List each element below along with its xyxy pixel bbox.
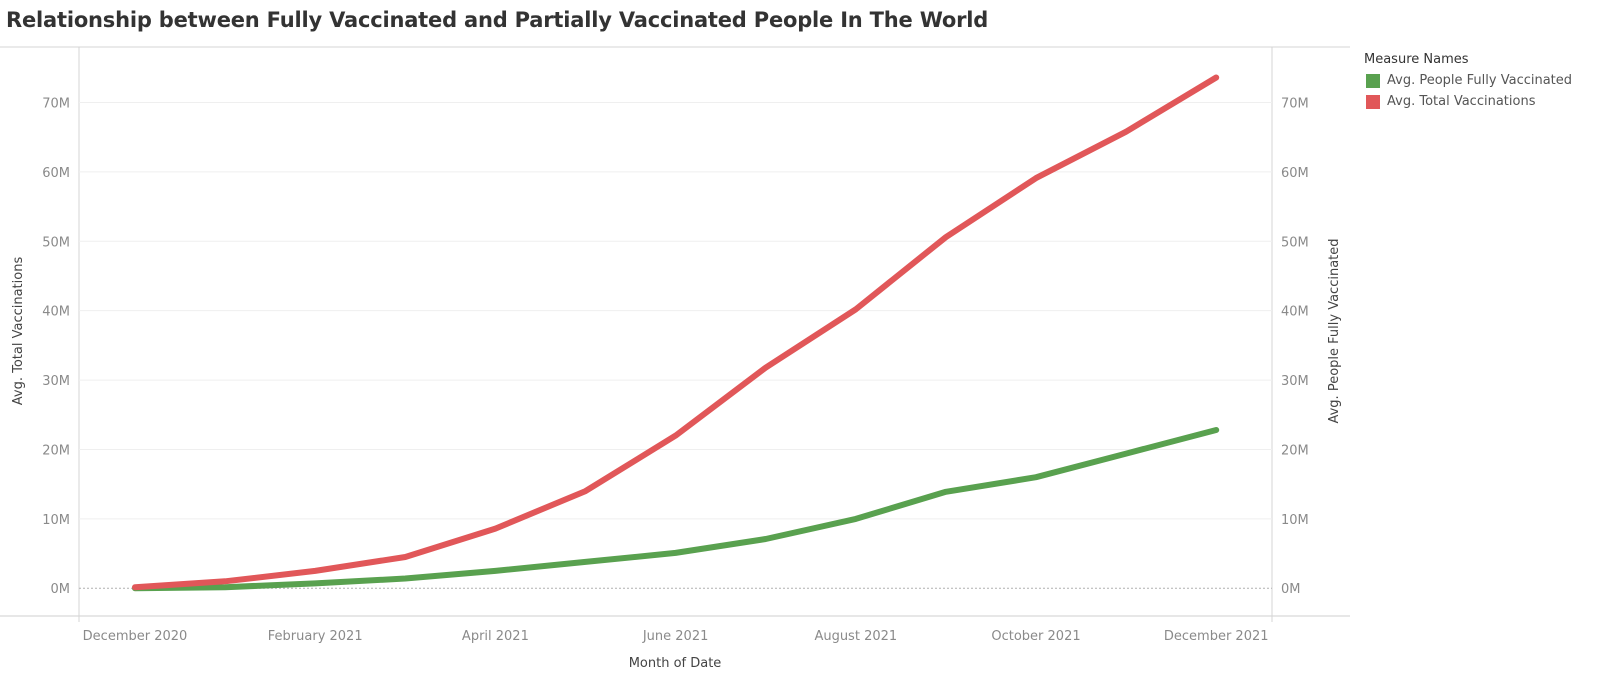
y-tick-right: 40M (1281, 305, 1309, 320)
y-axis-right-title: Avg. People Fully Vaccinated (1327, 238, 1342, 423)
x-tick: April 2021 (462, 629, 529, 644)
legend-swatch (1366, 73, 1380, 88)
y-axis-left-ticks: 0M 10M 20M 30M 40M 50M 60M 70M (42, 97, 70, 598)
grid-lines (79, 102, 1272, 589)
series-line-avg-people-fully-vaccinated[interactable] (132, 427, 1220, 592)
y-tick-right: 20M (1281, 443, 1309, 458)
legend-title: Measure Names (1364, 52, 1469, 67)
chart-title: Relationship between Fully Vaccinated an… (6, 8, 989, 32)
legend-label: Avg. Total Vaccinations (1387, 94, 1536, 109)
y-tick-left: 30M (42, 374, 70, 389)
x-tick: June 2021 (642, 629, 709, 644)
y-tick-left: 70M (42, 97, 70, 112)
y-axis-left-title: Avg. Total Vaccinations (11, 257, 26, 406)
y-axis-right-ticks: 0M 10M 20M 30M 40M 50M 60M 70M (1281, 97, 1309, 598)
y-tick-right: 60M (1281, 166, 1309, 181)
plot-frame (0, 46, 1350, 622)
series-lines (132, 74, 1220, 592)
y-tick-left: 10M (42, 513, 70, 528)
y-tick-left: 40M (42, 305, 70, 320)
y-tick-right: 0M (1281, 582, 1301, 597)
legend-label: Avg. People Fully Vaccinated (1387, 73, 1573, 88)
y-tick-left: 50M (42, 235, 70, 250)
y-tick-left: 0M (51, 582, 71, 597)
y-tick-right: 30M (1281, 374, 1309, 389)
legend-item[interactable]: Avg. Total Vaccinations (1364, 91, 1572, 112)
y-tick-right: 70M (1281, 97, 1309, 112)
y-tick-left: 20M (42, 443, 70, 458)
y-tick-left: 60M (42, 166, 70, 181)
x-tick: December 2020 (83, 629, 188, 644)
legend-swatch (1366, 94, 1380, 109)
y-tick-right: 10M (1281, 513, 1309, 528)
chart-canvas: 0M 10M 20M 30M 40M 50M 60M 70M 0M 10M 20M 30M 40M 50… (0, 46, 1350, 671)
y-tick-right: 50M (1281, 235, 1309, 250)
x-tick: December 2021 (1164, 629, 1269, 644)
series-line-avg-total-vaccinations[interactable] (132, 74, 1220, 591)
x-axis-ticks: December 2020 February 2021 April 2021 June… (83, 629, 1269, 644)
x-tick: February 2021 (268, 629, 363, 644)
x-tick: August 2021 (814, 629, 897, 644)
legend-item[interactable]: Avg. People Fully Vaccinated (1364, 70, 1572, 91)
x-tick: October 2021 (991, 629, 1080, 644)
x-axis-title: Month of Date (629, 656, 722, 671)
legend: Measure Names Avg. People Fully Vaccinat… (1364, 52, 1572, 112)
